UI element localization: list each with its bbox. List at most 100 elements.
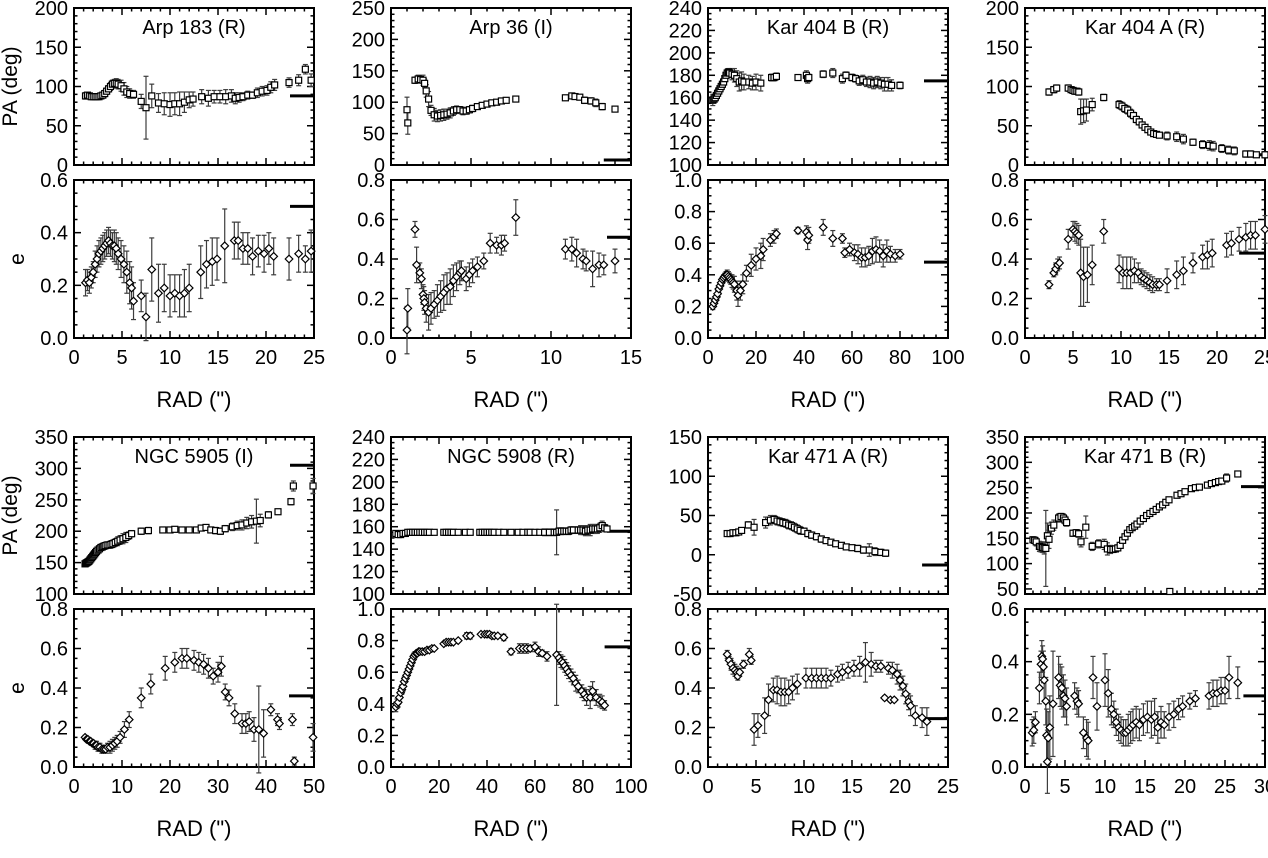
data-point-diamond <box>1159 720 1169 730</box>
x-tick-label: 10 <box>111 776 133 798</box>
data-point-diamond <box>416 274 427 284</box>
data-point-square <box>500 528 508 536</box>
data-point-square <box>198 93 206 101</box>
x-tick-label: 25 <box>1214 776 1236 798</box>
x-tick-label: 5 <box>1067 347 1078 369</box>
y-tick-label: 100 <box>986 77 1019 99</box>
data-point-diamond <box>410 224 420 235</box>
data-point-diamond <box>1154 280 1165 290</box>
x-tick-label: 10 <box>1094 776 1116 798</box>
y-tick-label: 200 <box>35 0 68 20</box>
data-point-square <box>854 544 862 553</box>
data-point-diamond <box>394 692 405 703</box>
x-tick-label: 20 <box>1174 776 1196 798</box>
data-point-diamond <box>124 714 134 725</box>
data-point-diamond <box>792 679 802 689</box>
data-point-square <box>287 498 295 506</box>
data-point-diamond <box>1088 672 1098 683</box>
y-tick-label: 150 <box>986 37 1019 59</box>
data-point-diamond <box>115 732 125 743</box>
x-tick-label: 5 <box>750 776 761 798</box>
data-point-square <box>1252 151 1260 159</box>
x-tick-label: 60 <box>841 347 863 369</box>
pa-panel: 0 50 100 150 200 Kar 404 A (R) <box>986 0 1268 177</box>
e-panel: 0.0 0.2 0.4 0.6 0 5 10 15 20 25 30 <box>991 599 1268 798</box>
y-tick-label: 50 <box>680 506 702 528</box>
y-tick-label: 0.6 <box>991 210 1019 232</box>
y-tick-label: 100 <box>352 92 385 114</box>
data-point-diamond <box>887 665 897 675</box>
data-point-diamond <box>587 686 598 696</box>
y-tick-label: 0.4 <box>357 694 385 716</box>
data-point-diamond <box>735 667 745 677</box>
data-point-diamond <box>153 288 164 298</box>
data-point-diamond <box>537 648 547 658</box>
data-point-square <box>603 525 611 533</box>
data-point-diamond <box>287 714 298 725</box>
data-point-diamond <box>170 657 180 667</box>
data-point-square <box>1053 84 1061 92</box>
data-point-diamond <box>429 643 439 654</box>
data-point-diamond <box>266 705 276 715</box>
data-point-diamond <box>244 716 254 727</box>
y-tick-label: 350 <box>986 427 1019 449</box>
y-tick-label: 0.2 <box>357 725 385 747</box>
x-axis-title: RAD (") <box>473 387 548 412</box>
x-tick-label: 20 <box>1206 347 1228 369</box>
data-point-square <box>507 528 515 536</box>
data-point-square <box>137 97 145 106</box>
panel-border <box>1024 179 1266 339</box>
y-tick-label: 50 <box>997 579 1019 601</box>
x-tick-label: 80 <box>572 776 594 798</box>
e-axis-title: e <box>6 253 29 265</box>
y-tick-label: 150 <box>986 528 1019 550</box>
data-point-diamond <box>837 233 848 244</box>
data-point-square <box>1209 142 1217 150</box>
data-point-diamond <box>581 256 591 266</box>
data-point-diamond <box>220 241 230 251</box>
data-point-square <box>871 548 879 556</box>
x-tick-label: 30 <box>1254 776 1268 798</box>
panel-border <box>1024 7 1266 166</box>
x-axis-title: RAD (") <box>1107 816 1182 841</box>
y-tick-label: 0.0 <box>357 328 385 350</box>
y-tick-label: 1.0 <box>674 170 702 192</box>
data-point-square <box>154 99 163 107</box>
pa-axis-title: PA (deg) <box>0 46 22 126</box>
y-tick-label: 0.0 <box>674 757 702 779</box>
data-point-diamond <box>1043 733 1053 743</box>
data-point-diamond <box>729 279 740 289</box>
x-tick-label: 15 <box>620 347 642 369</box>
galaxy-block-arp-36-i: 0 50 100 150 200 250 Arp 36 (I) 0.0 0.2 0.4 0.6 0.8… <box>317 0 643 429</box>
x-tick-label: 10 <box>159 347 181 369</box>
x-tick-label: 30 <box>207 776 229 798</box>
data-point-diamond <box>402 325 412 335</box>
data-point-square <box>859 546 868 554</box>
y-tick-label: 0.2 <box>40 718 68 740</box>
y-tick-label: 0.8 <box>674 202 702 224</box>
data-point-square <box>216 93 224 101</box>
data-point-square <box>896 81 904 89</box>
y-tick-label: 1.0 <box>357 599 385 621</box>
data-point-diamond <box>1103 688 1113 698</box>
data-point-square <box>1077 538 1085 546</box>
data-point-diamond <box>1092 701 1102 712</box>
y-tick-label: 0.6 <box>40 639 68 661</box>
data-point-diamond <box>184 283 194 293</box>
data-point-diamond <box>585 692 595 703</box>
y-tick-label: 0.8 <box>40 599 68 621</box>
y-tick-label: 50 <box>997 116 1019 138</box>
x-axis-title: RAD (") <box>790 816 865 841</box>
data-point-square <box>1042 544 1050 553</box>
data-point-square <box>1189 138 1197 146</box>
data-point-square <box>1155 131 1163 139</box>
data-point-square <box>1247 150 1255 158</box>
data-point-square <box>178 526 186 534</box>
data-point-diamond <box>1078 728 1089 738</box>
data-point-diamond <box>274 718 285 729</box>
e-panel: 0.0 0.2 0.4 0.6 0.8 1.0 0 20 40 60 80 100 <box>357 599 648 798</box>
